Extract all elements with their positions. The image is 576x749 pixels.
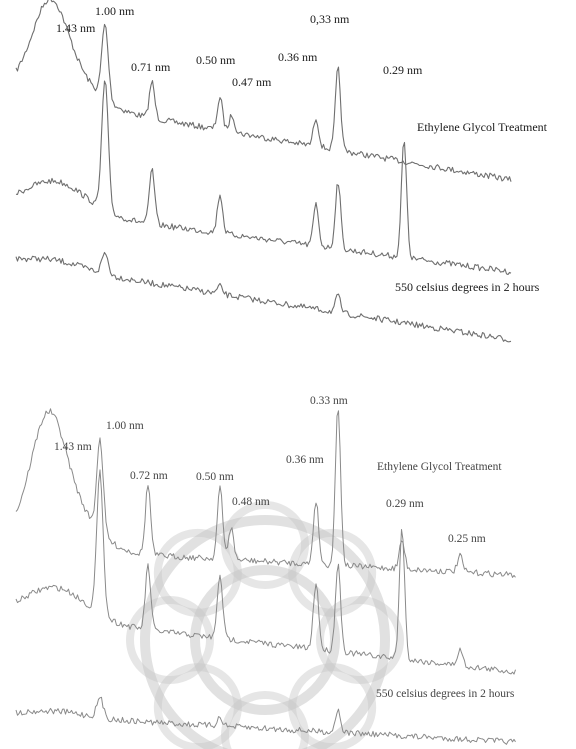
xrd-trace-2 [15, 469, 516, 675]
peak-label: 1.43 nm [56, 21, 96, 35]
xrd-trace-3 [15, 696, 516, 745]
peak-label: 0.36 nm [286, 454, 324, 466]
series-annotation: Ethylene Glycol Treatment [377, 461, 502, 473]
peak-label: 0.50 nm [196, 471, 234, 483]
series-annotation: 550 celsius degrees in 2 hours [376, 688, 515, 700]
peak-label: 0.50 nm [196, 53, 236, 67]
peak-label: 0.29 nm [386, 498, 424, 510]
xrd-trace-2 [15, 80, 512, 276]
xrd-trace-3 [15, 251, 512, 343]
xrd-trace-1 [15, 0, 512, 182]
xrd-trace-1 [15, 408, 516, 578]
peak-label: 1.00 nm [95, 4, 135, 18]
ornamental-rosette-watermark [126, 501, 404, 749]
peak-label: 0.72 nm [130, 470, 168, 482]
peak-label: 0.71 nm [131, 60, 171, 74]
top-xrd-panel: 1.43 nm 1.00 nm 0.71 nm 0.50 nm 0.47 nm 0.36 … [15, 0, 548, 343]
peak-label: 0,33 nm [310, 12, 350, 26]
bottom-xrd-panel: 1.43 nm 1.00 nm 0.72 nm 0.50 nm 0.48 nm 0.36 … [15, 395, 516, 745]
peak-label: 0.36 nm [278, 50, 318, 64]
peak-label: 1.00 nm [106, 420, 144, 432]
series-annotation: 550 celsius degrees in 2 hours [395, 280, 540, 294]
peak-label: 0.25 nm [448, 533, 486, 545]
peak-label: 0.47 nm [232, 75, 272, 89]
peak-label: 1.43 nm [54, 441, 92, 453]
peak-label: 0.29 nm [383, 63, 423, 77]
peak-label: 0.48 nm [232, 496, 270, 508]
peak-label: 0.33 nm [310, 395, 348, 407]
series-annotation: Ethylene Glycol Treatment [417, 120, 548, 134]
